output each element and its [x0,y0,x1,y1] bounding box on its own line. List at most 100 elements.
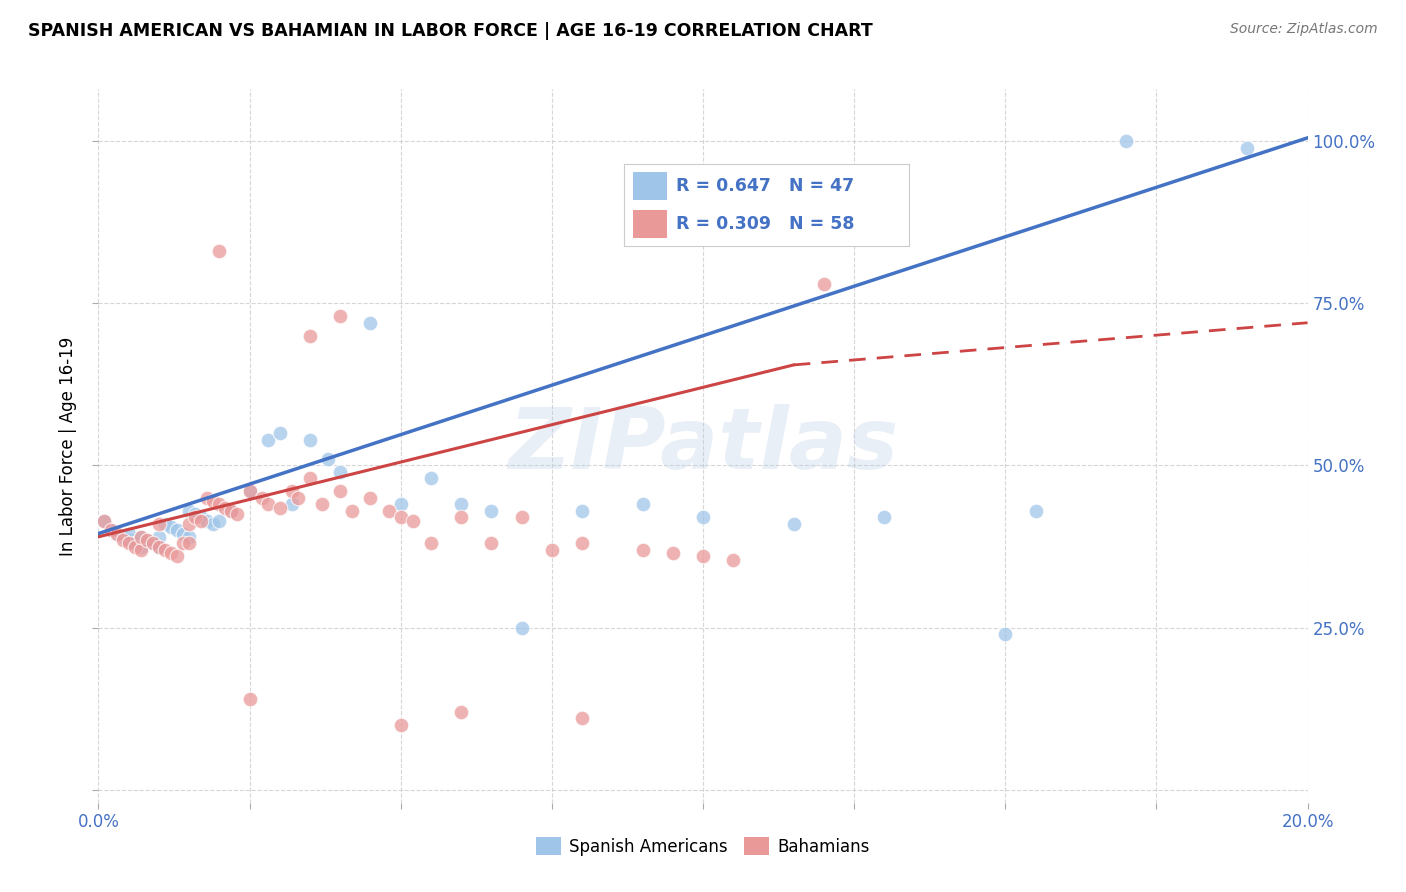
Point [510,510,533,524]
Point [316,452,339,467]
Point [184,510,207,524]
Point [166,524,188,538]
Point [299,471,322,485]
Point [148,540,170,554]
Point [389,510,412,524]
Point [172,536,194,550]
Point [402,514,425,528]
Point [571,536,593,550]
Point [93,514,115,528]
Point [111,533,134,547]
Point [100,524,122,538]
Point [124,536,146,550]
Point [299,328,322,343]
Point [692,510,714,524]
Y-axis label: In Labor Force | Age 16-19: In Labor Force | Age 16-19 [59,336,77,556]
Point [124,540,146,554]
Point [118,533,141,547]
Point [160,546,183,560]
Legend: Spanish Americans, Bahamians: Spanish Americans, Bahamians [529,830,877,863]
Point [118,536,141,550]
Point [190,510,212,524]
Point [873,510,896,524]
Point [250,491,273,505]
Point [221,504,243,518]
Point [281,497,304,511]
Point [571,711,593,725]
Point [93,514,115,528]
Point [105,526,128,541]
Text: R = 0.647   N = 47: R = 0.647 N = 47 [675,178,853,195]
Point [389,497,412,511]
Point [692,549,714,564]
Point [166,549,188,564]
Point [142,536,165,550]
Point [661,546,683,560]
Point [256,433,278,447]
Point [129,542,152,557]
Point [153,542,176,557]
Point [269,500,291,515]
Text: SPANISH AMERICAN VS BAHAMIAN IN LABOR FORCE | AGE 16-19 CORRELATION CHART: SPANISH AMERICAN VS BAHAMIAN IN LABOR FO… [28,22,873,40]
Point [329,484,352,499]
Point [179,536,201,550]
Point [723,552,745,566]
Point [202,516,225,531]
Point [481,536,503,550]
Point [450,510,472,524]
Point [129,530,152,544]
Point [195,514,218,528]
Point [631,497,654,511]
Point [129,530,152,544]
Point [256,497,278,511]
Point [208,497,231,511]
Point [208,514,231,528]
Point [179,516,201,531]
Point [299,433,322,447]
Point [329,465,352,479]
Point [342,504,364,518]
Point [179,504,201,518]
Point [135,533,157,547]
Point [239,692,262,706]
Point [172,526,194,541]
Point [179,530,201,544]
Point [281,484,304,499]
Point [571,504,593,518]
Point [239,484,262,499]
Point [184,507,207,521]
Point [287,491,309,505]
Point [153,516,176,531]
Point [160,520,183,534]
Bar [633,172,666,200]
Point [1236,140,1258,154]
Point [1115,134,1137,148]
Point [226,507,249,521]
Point [148,540,170,554]
Point [311,497,333,511]
Point [481,504,503,518]
Point [540,542,562,557]
Bar [633,211,666,238]
Point [148,530,170,544]
Point [329,310,352,324]
Point [208,244,231,259]
Point [360,491,382,505]
Point [269,425,291,440]
Point [190,514,212,528]
Point [360,316,382,330]
Point [129,540,152,554]
Point [239,484,262,499]
Point [783,516,806,531]
Point [111,530,134,544]
Point [214,500,236,515]
Point [813,277,835,291]
Point [105,526,128,541]
Point [1024,504,1046,518]
Point [377,504,399,518]
Text: Source: ZipAtlas.com: Source: ZipAtlas.com [1230,22,1378,37]
Text: ZIPatlas: ZIPatlas [508,404,898,488]
Point [994,627,1017,641]
Point [510,621,533,635]
Point [135,533,157,547]
